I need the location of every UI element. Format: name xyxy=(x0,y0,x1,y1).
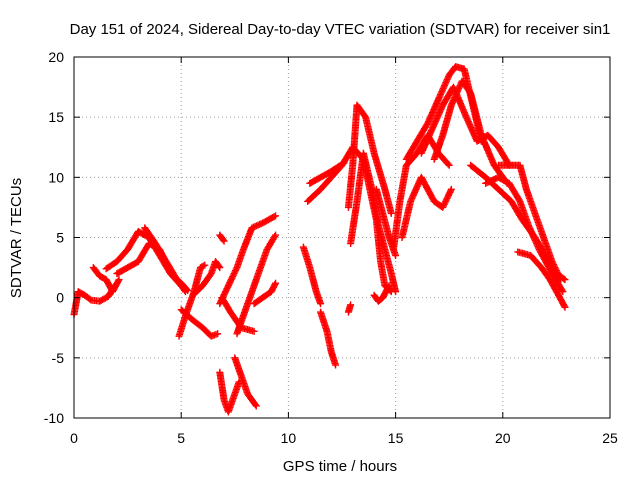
x-axis-ticks: 0 5 10 15 20 25 xyxy=(70,57,618,446)
data-point xyxy=(561,303,569,311)
data-point xyxy=(317,300,325,308)
data-point xyxy=(201,261,209,269)
data-point xyxy=(332,361,340,369)
data-point xyxy=(272,212,280,220)
data-point xyxy=(272,231,280,239)
series-t16 xyxy=(317,308,340,369)
series-t33 xyxy=(514,248,569,311)
series-t15 xyxy=(299,243,325,308)
data-point xyxy=(384,283,392,291)
data-point xyxy=(560,302,568,310)
data-point xyxy=(115,276,123,284)
series-t13 xyxy=(250,279,280,308)
series-t24 xyxy=(370,282,393,305)
data-point xyxy=(214,330,222,338)
data-point xyxy=(216,264,224,272)
y-tick-label: 0 xyxy=(56,290,64,306)
series-t18 xyxy=(306,159,348,187)
data-point xyxy=(444,160,452,168)
data-point xyxy=(220,237,228,245)
data-points xyxy=(70,63,569,416)
x-tick-label: 0 xyxy=(70,430,78,446)
data-point xyxy=(392,252,400,260)
data-point xyxy=(271,281,279,289)
data-point xyxy=(340,159,348,167)
data-point xyxy=(250,327,258,335)
data-point xyxy=(215,262,223,270)
y-axis-ticks: -10 -5 0 5 10 15 20 xyxy=(44,49,610,426)
series-t23 xyxy=(372,185,400,260)
data-point xyxy=(251,401,259,409)
y-tick-label: -10 xyxy=(44,410,64,426)
x-tick-label: 25 xyxy=(602,430,618,446)
data-point xyxy=(558,286,566,294)
data-point xyxy=(447,187,455,195)
y-tick-label: 20 xyxy=(48,49,64,65)
series-t31 xyxy=(495,161,565,284)
x-tick-label: 15 xyxy=(388,430,404,446)
series-t10 xyxy=(216,212,280,308)
y-tick-label: 15 xyxy=(48,109,64,125)
series-t21 xyxy=(344,301,355,316)
data-point xyxy=(347,301,355,309)
series-t28 xyxy=(417,83,513,169)
series-t32 xyxy=(482,173,567,296)
data-point xyxy=(181,286,189,294)
series-t11 xyxy=(231,354,260,410)
series-t12 xyxy=(233,231,280,338)
x-tick-label: 20 xyxy=(495,430,511,446)
x-tick-label: 5 xyxy=(177,430,185,446)
series-t8 xyxy=(216,368,243,416)
y-tick-label: -5 xyxy=(52,350,65,366)
data-point xyxy=(181,288,189,296)
series-t26 xyxy=(398,173,455,241)
data-point xyxy=(219,236,227,244)
data-point xyxy=(272,279,280,287)
series-t6 xyxy=(177,306,222,340)
series-t1 xyxy=(89,264,123,296)
x-axis-label: GPS time / hours xyxy=(283,458,397,475)
chart-title: Day 151 of 2024, Sidereal Day-to-day VTE… xyxy=(70,21,611,38)
data-point xyxy=(199,262,207,270)
series-t3 xyxy=(113,240,185,290)
series-t7 xyxy=(190,258,224,298)
series-t22 xyxy=(359,155,395,296)
data-point xyxy=(385,282,393,290)
x-tick-label: 10 xyxy=(281,430,297,446)
y-axis-label: SDTVAR / TECUs xyxy=(8,178,25,298)
series-t4 xyxy=(141,224,189,296)
data-point xyxy=(270,213,278,221)
series-t19 xyxy=(344,101,395,217)
data-point xyxy=(445,161,453,169)
y-tick-label: 10 xyxy=(48,169,64,185)
series-t14 xyxy=(216,231,228,245)
y-tick-label: 5 xyxy=(56,230,64,246)
data-point xyxy=(339,160,347,168)
data-point xyxy=(387,209,395,217)
series-t29 xyxy=(430,77,511,187)
data-point xyxy=(114,277,122,285)
data-point xyxy=(252,402,260,410)
data-point xyxy=(447,185,455,193)
data-point xyxy=(271,233,279,241)
data-point xyxy=(559,288,567,296)
